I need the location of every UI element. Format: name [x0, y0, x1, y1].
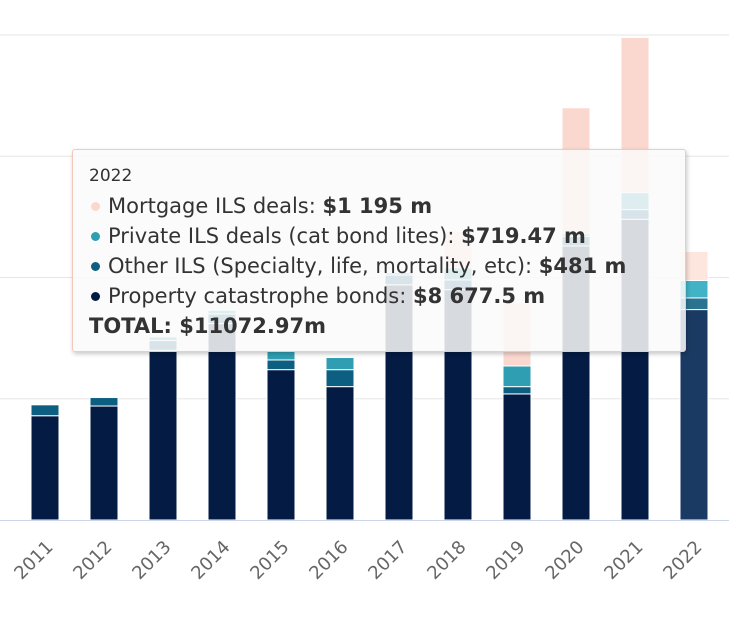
- bar-segment: [89, 397, 119, 407]
- x-tick-label: 2015: [246, 537, 293, 584]
- tooltip-row-value: $719.47 m: [461, 224, 586, 248]
- x-tick-label: 2011: [10, 537, 57, 584]
- x-tick-label: 2022: [659, 537, 706, 584]
- tooltip-title: 2022: [89, 166, 133, 186]
- bar-segment: [502, 393, 532, 521]
- legend-dot-icon: [91, 291, 100, 301]
- tooltip-row-label: Other ILS (Specialty, life, mortality, e…: [108, 254, 539, 278]
- bar-segment: [30, 404, 60, 417]
- tooltip-row-value: $1 195 m: [322, 194, 433, 218]
- legend-dot-icon: [91, 231, 100, 241]
- tooltip-rows: Mortgage ILS deals: $1 195 m Private ILS …: [89, 191, 685, 311]
- legend-dot-icon: [91, 201, 100, 211]
- bar-segment: [325, 357, 355, 371]
- bar-segment: [266, 350, 296, 361]
- tooltip-row-value: $481 m: [538, 254, 627, 278]
- tooltip-row-value: $8 677.5 m: [413, 284, 546, 308]
- x-tick-label: 2020: [541, 537, 588, 584]
- x-tick-label: 2016: [305, 537, 352, 584]
- bar-segment: [502, 365, 532, 388]
- tooltip-row: Mortgage ILS deals: $1 195 m: [89, 191, 685, 221]
- legend-dot-icon: [91, 261, 100, 271]
- tooltip-row: Property catastrophe bonds: $8 677.5 m: [89, 281, 685, 311]
- x-tick-label: 2021: [600, 537, 647, 584]
- bar-segment: [266, 369, 296, 521]
- bar-segment: [207, 323, 237, 521]
- x-tick-label: 2018: [423, 537, 470, 584]
- bar-segment: [30, 415, 60, 521]
- tooltip-row-label: Private ILS deals (cat bond lites):: [108, 224, 462, 248]
- tooltip-total: TOTAL: $11072.97m: [89, 314, 326, 338]
- bar-segment: [266, 359, 296, 371]
- tooltip-row-label: Property catastrophe bonds:: [108, 284, 413, 308]
- x-tick-label: 2013: [128, 537, 175, 584]
- bar-segment: [89, 405, 119, 521]
- bar-segment: [148, 349, 178, 521]
- x-tick-label: 2017: [364, 537, 411, 584]
- tooltip-row: Other ILS (Specialty, life, mortality, e…: [89, 251, 685, 281]
- tooltip-row: Private ILS deals (cat bond lites): $719…: [89, 221, 685, 251]
- x-tick-label: 2012: [69, 537, 116, 584]
- bar-segment: [325, 369, 355, 388]
- tooltip: 2022 Mortgage ILS deals: $1 195 m Private…: [72, 149, 686, 352]
- x-tick-label: 2019: [482, 537, 529, 584]
- bar-segment: [502, 386, 532, 395]
- x-tick-label: 2014: [187, 537, 234, 584]
- bar-segment: [325, 386, 355, 521]
- tooltip-row-label: Mortgage ILS deals:: [108, 194, 323, 218]
